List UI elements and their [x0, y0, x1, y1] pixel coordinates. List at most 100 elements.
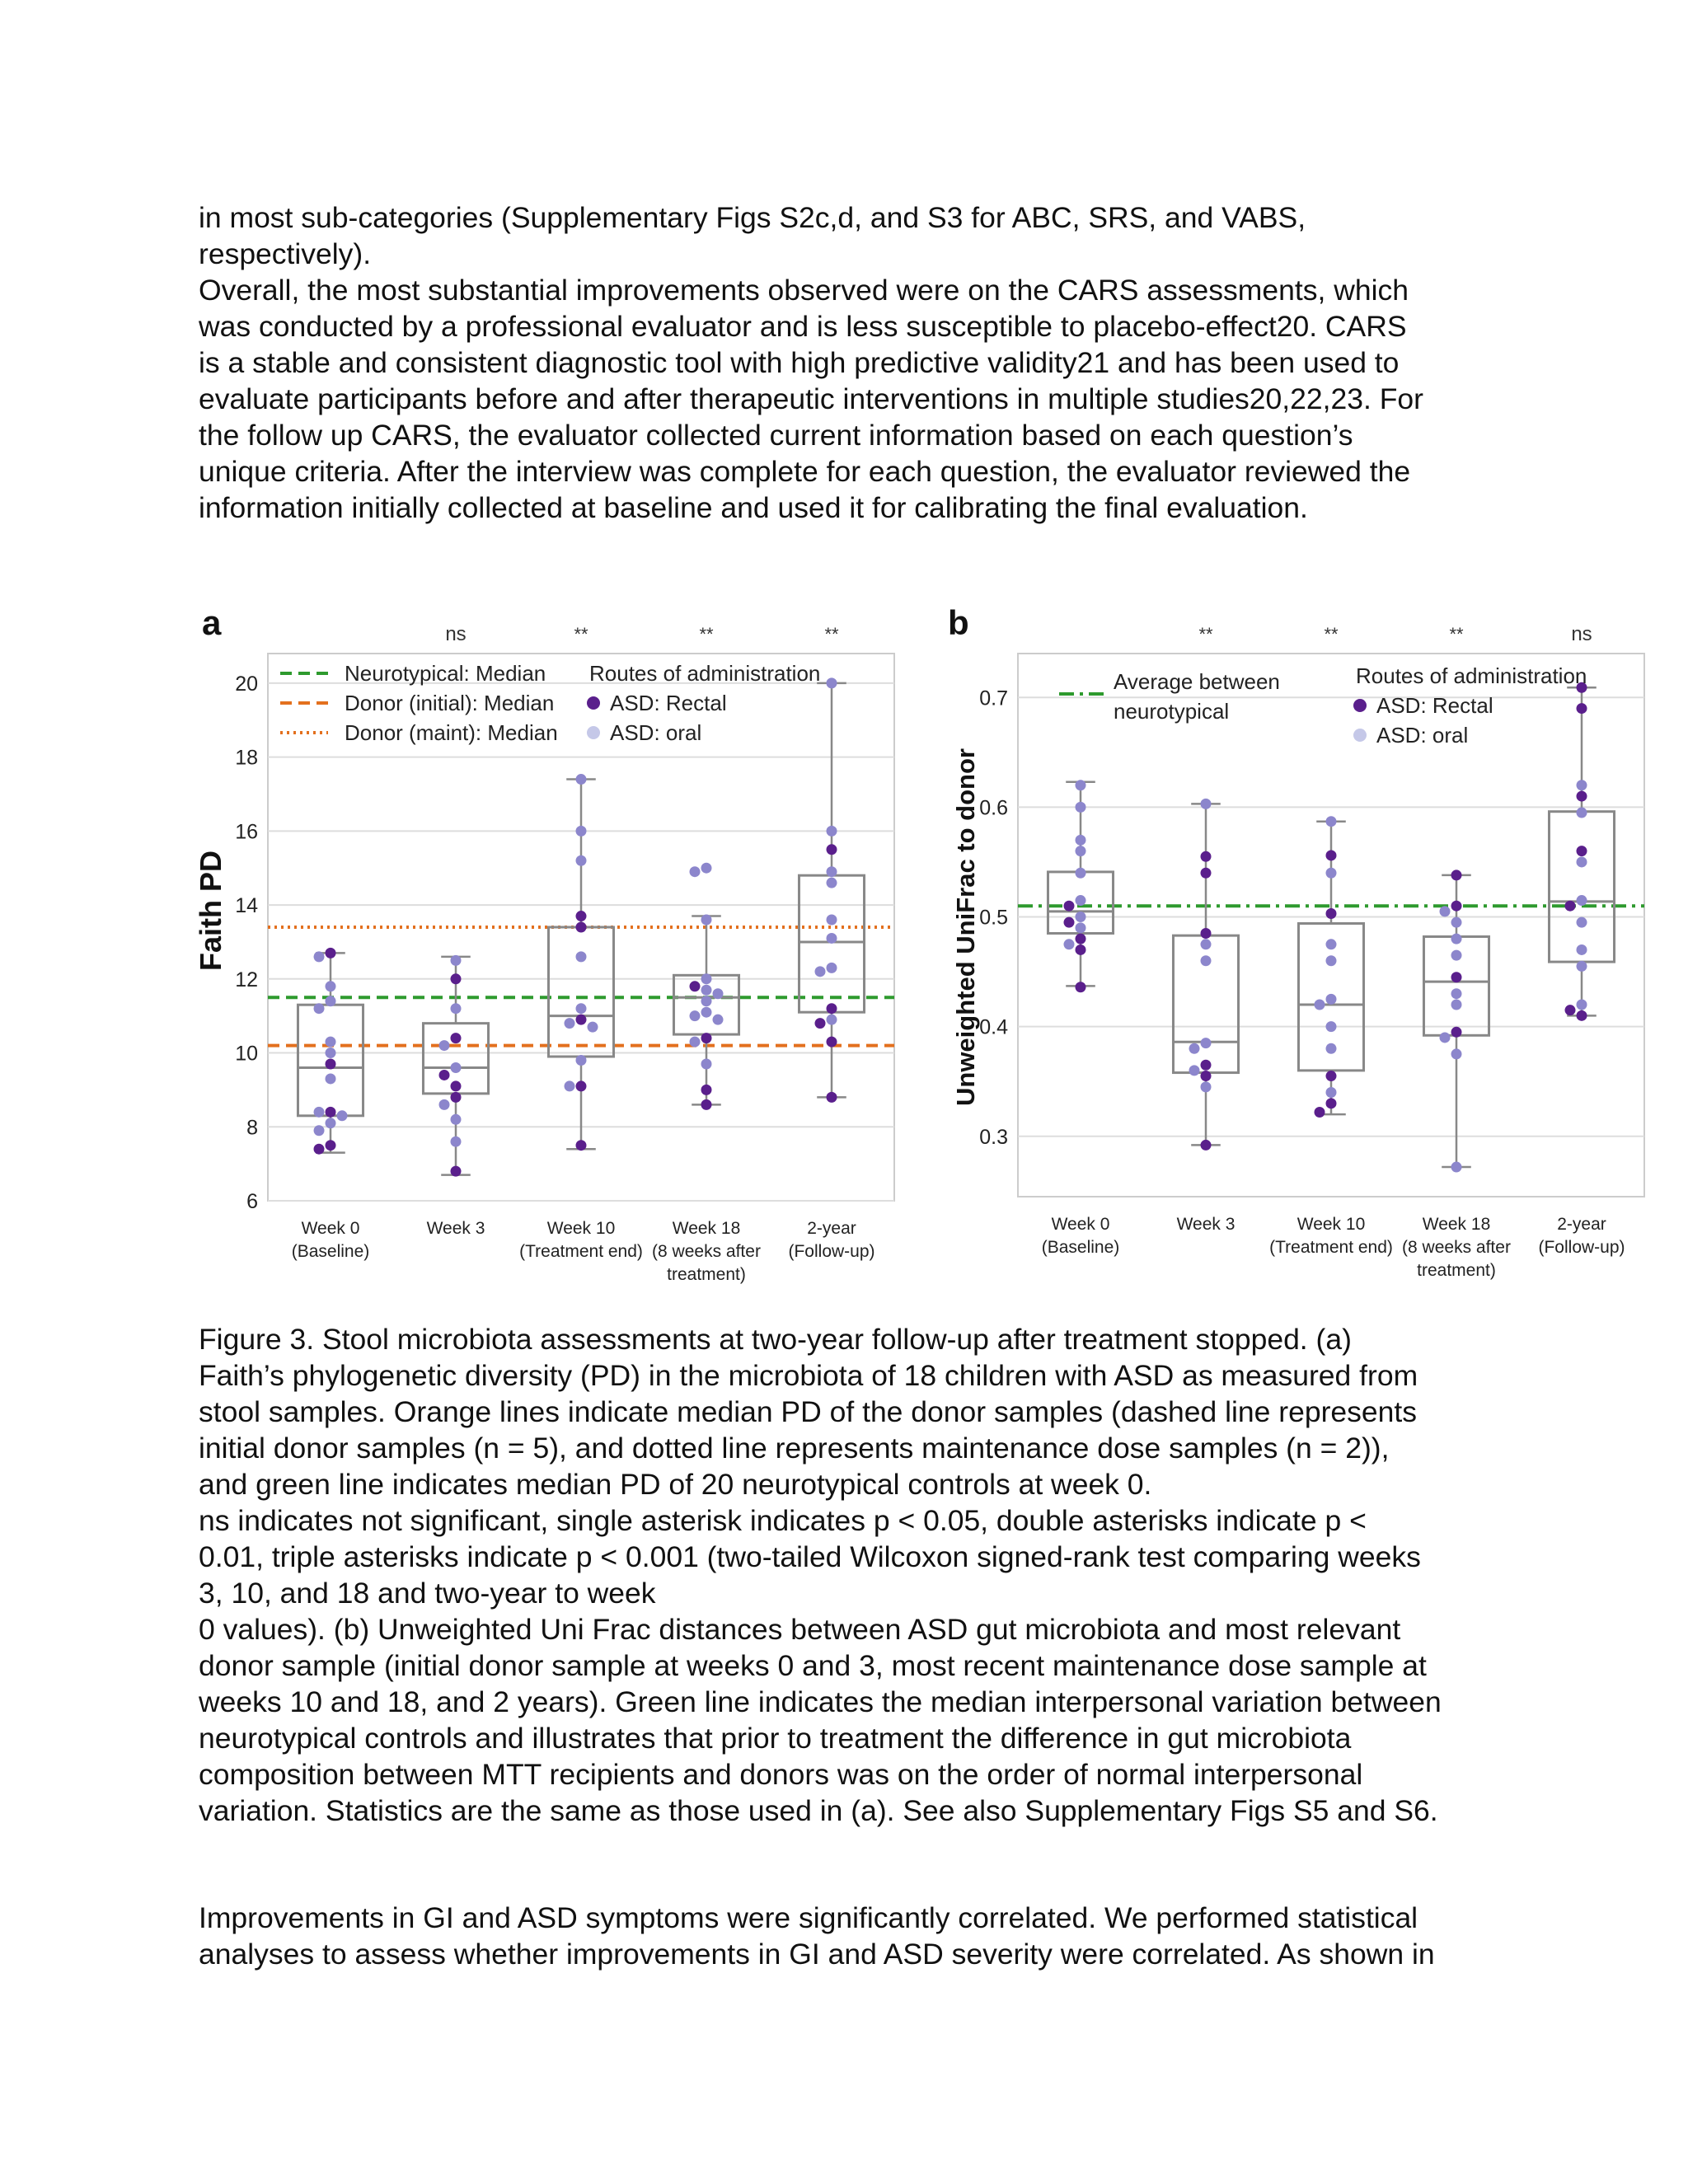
chart-panel-b: 0.3 0.4 0.5 0.6 0.7 ** ** ** ns Week 0 (Baseline) W… [979, 623, 1645, 1280]
x-tick-label: Week 0 [1052, 1215, 1110, 1234]
point-oral [701, 973, 712, 985]
caption-line: 0 values). (b) Unweighted Uni Frac dista… [199, 1613, 1401, 1646]
point-rectal [689, 981, 701, 992]
point-rectal [826, 844, 837, 855]
point-oral [313, 1003, 325, 1015]
x-tick-label: Week 18 [673, 1219, 741, 1238]
figure-caption: Figure 3. Stool microbiota assessments a… [199, 1321, 1534, 1829]
text-line: analyses to assess whether improvements … [199, 1938, 1435, 1971]
point-rectal [1564, 900, 1576, 912]
point-rectal [1314, 1106, 1325, 1118]
caption-line: initial donor samples (n = 5), and dotte… [199, 1432, 1390, 1465]
x-tick-label: (Baseline) [292, 1242, 370, 1261]
point-rectal [325, 1058, 336, 1070]
y-axis-label-a: Faith PD [194, 851, 227, 971]
point-oral [1075, 834, 1086, 846]
body-text-bottom: Improvements in GI and ASD symptoms were… [199, 1900, 1534, 1972]
point-oral [1200, 1081, 1212, 1093]
caption-line: weeks 10 and 18, and 2 years). Green lin… [199, 1685, 1442, 1718]
chart-panel-a: 6 8 10 12 14 16 18 20 ns ** ** ** Week 0 (Baseline) We… [235, 623, 895, 1284]
point-oral [1576, 999, 1587, 1010]
point-rectal [325, 947, 336, 958]
point-rectal [1200, 1139, 1212, 1151]
point-oral [712, 988, 724, 1000]
point-oral [826, 914, 837, 926]
point-oral [336, 1110, 348, 1122]
point-rectal [450, 1091, 462, 1103]
y-tick-label: 10 [235, 1043, 258, 1066]
point-oral [1325, 867, 1337, 879]
point-oral [826, 866, 837, 878]
text-line: Improvements in GI and ASD symptoms were… [199, 1901, 1418, 1934]
point-rectal [1200, 851, 1212, 862]
caption-line: ns indicates not significant, single ast… [199, 1504, 1367, 1537]
legend-label: Neurotypical: Median [345, 661, 546, 686]
point-oral [564, 1080, 575, 1092]
point-oral [1325, 939, 1337, 950]
legend-rectal-marker [587, 696, 600, 710]
point-oral [1439, 906, 1451, 917]
legend-title: Routes of administration [1356, 663, 1587, 688]
point-rectal [826, 1036, 837, 1047]
x-tick-label: Week 3 [1177, 1215, 1236, 1234]
point-oral [575, 825, 587, 837]
significance-marker: ** [574, 624, 588, 644]
point-oral [313, 951, 325, 963]
caption-line: stool samples. Orange lines indicate med… [199, 1395, 1417, 1428]
point-oral [1576, 960, 1587, 972]
text-line: Overall, the most substantial improvemen… [199, 274, 1409, 307]
significance-marker: ** [1324, 624, 1339, 644]
legend-oral-marker [1353, 729, 1367, 742]
y-tick-label: 14 [235, 894, 258, 917]
point-oral [587, 1021, 598, 1033]
point-oral [450, 1062, 462, 1073]
point-rectal [1564, 1005, 1576, 1016]
point-rectal [450, 973, 462, 985]
point-rectal [1451, 869, 1462, 881]
y-tick-label: 18 [235, 747, 258, 770]
x-tick-label: (Follow-up) [788, 1242, 874, 1261]
point-oral [814, 966, 826, 977]
point-rectal [1325, 1071, 1337, 1082]
point-rectal [575, 921, 587, 933]
caption-line: 3, 10, and 18 and two-year to week [199, 1577, 656, 1610]
x-tick-label: 2-year [807, 1219, 856, 1238]
point-rectal [701, 1099, 712, 1110]
y-tick-label: 6 [246, 1190, 258, 1213]
point-oral [325, 996, 336, 1007]
point-oral [701, 914, 712, 926]
point-rectal [1075, 982, 1086, 993]
legend-label: ASD: oral [610, 720, 701, 745]
point-oral [1325, 1021, 1337, 1033]
point-oral [1576, 895, 1587, 907]
point-oral [1576, 944, 1587, 955]
point-rectal [1063, 916, 1075, 928]
point-oral [1451, 916, 1462, 928]
point-oral [1325, 816, 1337, 827]
point-oral [1189, 1043, 1200, 1054]
point-rectal [1200, 1071, 1212, 1082]
significance-marker: ** [824, 624, 839, 644]
point-rectal [313, 1143, 325, 1155]
point-oral [325, 1036, 336, 1047]
point-rectal [438, 1069, 450, 1080]
significance-marker: ** [1449, 624, 1464, 644]
point-oral [1576, 807, 1587, 818]
y-tick-label: 0.4 [979, 1016, 1008, 1039]
point-rectal [575, 911, 587, 922]
point-oral [450, 1113, 462, 1125]
y-tick-label: 0.6 [979, 796, 1008, 819]
point-oral [450, 1003, 462, 1015]
point-oral [1576, 916, 1587, 928]
point-oral [1200, 955, 1212, 967]
caption-line: Faith’s phylogenetic diversity (PD) in t… [199, 1359, 1418, 1392]
point-oral [1075, 801, 1086, 813]
box [1296, 922, 1366, 1072]
point-oral [701, 1058, 712, 1070]
significance-marker: ns [1571, 623, 1592, 645]
point-oral [826, 677, 837, 689]
text-line: was conducted by a professional evaluato… [199, 310, 1407, 343]
x-tick-label: Week 18 [1423, 1215, 1491, 1234]
legend-oral-marker [587, 726, 600, 739]
legend-rectal-marker [1353, 699, 1367, 712]
